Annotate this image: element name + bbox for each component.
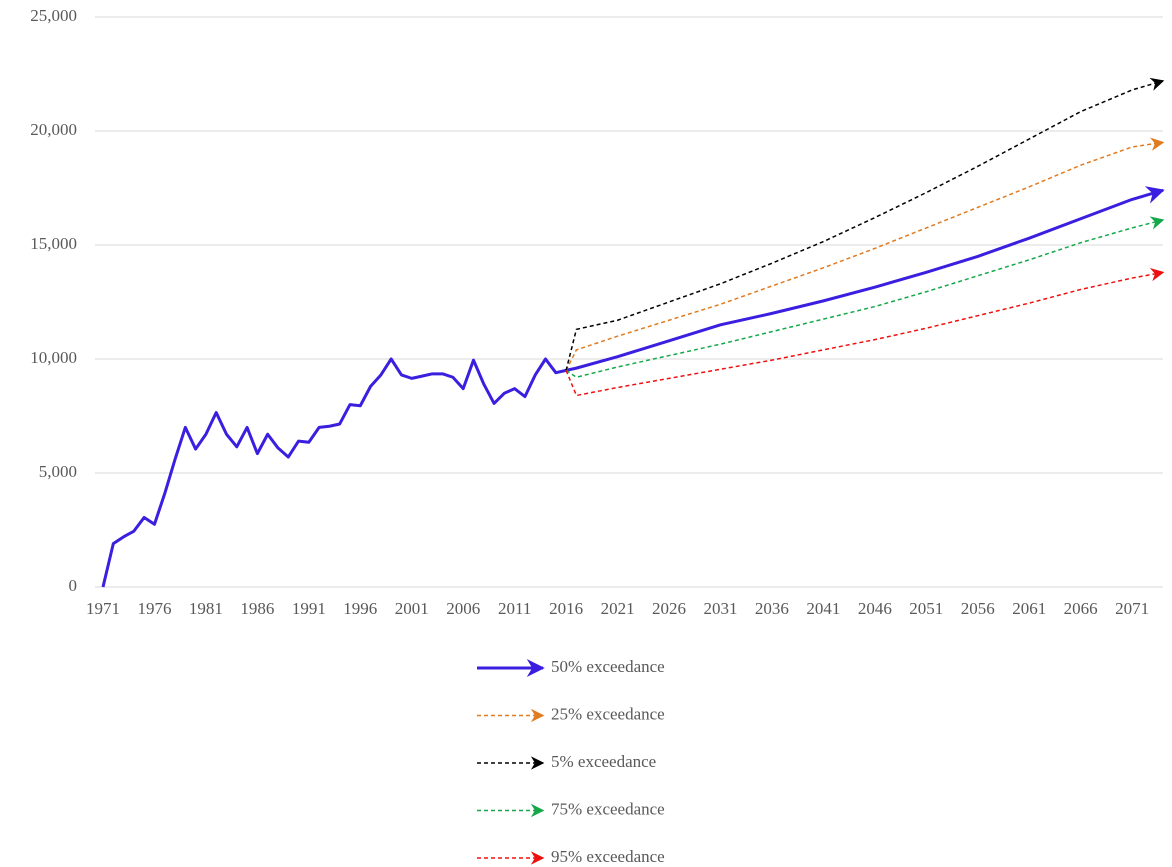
y-tick-label: 25,000	[30, 6, 77, 25]
x-tick-label: 2021	[601, 599, 635, 618]
x-tick-label: 2056	[961, 599, 995, 618]
x-tick-label: 2066	[1064, 599, 1098, 618]
legend-label: 5% exceedance	[551, 752, 656, 771]
x-tick-label: 2006	[446, 599, 480, 618]
x-tick-label: 1981	[189, 599, 223, 618]
x-tick-label: 2016	[549, 599, 583, 618]
series-line	[565, 267, 1165, 397]
x-tick-label: 1991	[292, 599, 326, 618]
y-tick-label: 15,000	[30, 234, 77, 253]
y-tick-label: 10,000	[30, 348, 77, 367]
legend-label: 50% exceedance	[551, 657, 665, 676]
y-tick-label: 5,000	[39, 462, 77, 481]
x-tick-label: 2036	[755, 599, 789, 618]
y-tick-label: 20,000	[30, 120, 77, 139]
y-tick-label: 0	[69, 576, 78, 595]
x-tick-label: 2061	[1012, 599, 1046, 618]
x-tick-label: 2011	[498, 599, 531, 618]
x-tick-label: 2026	[652, 599, 686, 618]
x-tick-label: 1986	[240, 599, 274, 618]
legend-label: 75% exceedance	[551, 799, 665, 818]
series-line	[565, 137, 1165, 371]
x-tick-label: 2031	[703, 599, 737, 618]
x-tick-label: 1971	[86, 599, 120, 618]
series-line	[565, 216, 1165, 378]
x-tick-label: 2001	[395, 599, 429, 618]
x-tick-label: 1996	[343, 599, 377, 618]
x-tick-label: 1976	[137, 599, 171, 618]
series-line	[565, 77, 1165, 371]
legend-label: 95% exceedance	[551, 847, 665, 866]
x-tick-label: 2071	[1115, 599, 1149, 618]
series-line	[101, 186, 1165, 588]
legend-label: 25% exceedance	[551, 704, 665, 723]
x-tick-label: 2046	[858, 599, 892, 618]
x-tick-label: 2051	[909, 599, 943, 618]
x-tick-label: 2041	[806, 599, 840, 618]
